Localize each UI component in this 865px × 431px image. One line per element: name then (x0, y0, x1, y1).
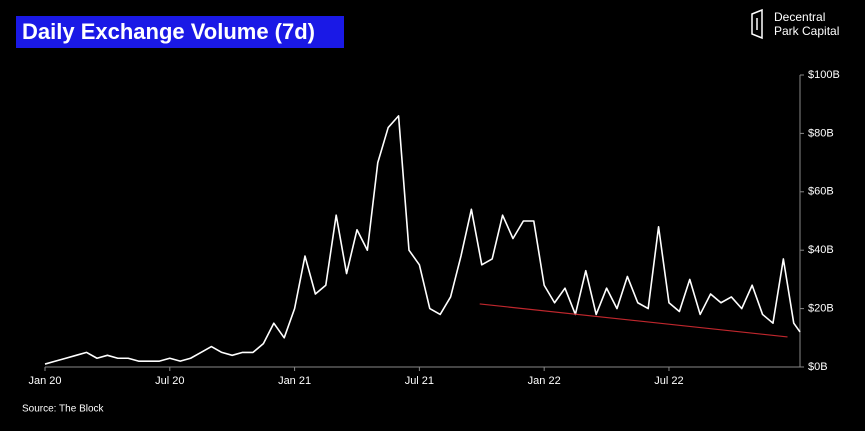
x-tick-label: Jul 21 (405, 375, 434, 387)
title-box (16, 16, 344, 48)
chart-title: Daily Exchange Volume (7d) (22, 19, 315, 44)
x-tick-label: Jan 21 (278, 375, 311, 387)
x-tick-label: Jul 22 (654, 375, 683, 387)
brand-logo (751, 8, 763, 40)
logo-icon (751, 8, 763, 40)
x-tick-label: Jan 22 (528, 375, 561, 387)
trend-line (479, 303, 788, 338)
brand-text: Park Capital (774, 24, 839, 38)
y-tick-label: $20B (808, 303, 834, 315)
y-tick-label: $60B (808, 186, 834, 198)
x-tick-label: Jan 20 (28, 375, 61, 387)
brand-text: Decentral (774, 10, 825, 24)
x-tick-label: Jul 20 (155, 375, 184, 387)
y-tick-label: $80B (808, 127, 834, 139)
source: Source: The Block (22, 404, 105, 415)
data-line (44, 115, 801, 365)
y-tick-label: $0B (808, 361, 828, 373)
y-tick-label: $40B (808, 244, 834, 256)
y-tick-label: $100B (808, 69, 840, 81)
